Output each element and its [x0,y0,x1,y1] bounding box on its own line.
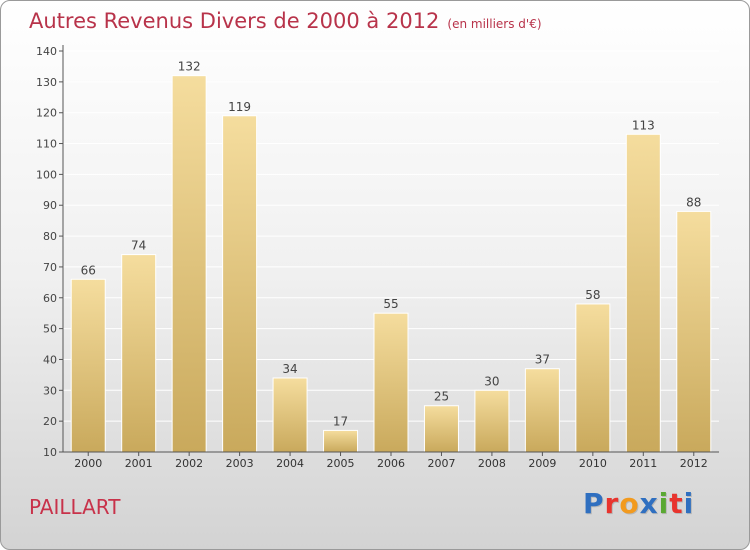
y-tick-label: 110 [36,138,57,151]
x-tick-label: 2012 [680,457,708,470]
logo-letter: t [669,487,684,520]
bar [676,210,712,453]
x-axis-ticks: 2000 2001 2002 2003 2004 2005 2006 2007 2008 2009… [74,452,708,470]
y-tick-label: 120 [36,107,57,120]
y-tick-label: 90 [43,199,57,212]
y-tick-label: 20 [43,415,57,428]
data-label: 55 [383,297,398,311]
x-tick-label: 2003 [226,457,254,470]
y-tick-label: 100 [36,168,57,181]
x-tick-label: 2011 [629,457,657,470]
y-tick-label: 10 [43,446,57,459]
y-tick-label: 60 [43,292,57,305]
logo-letter: x [639,487,659,520]
data-label: 88 [686,195,701,209]
data-label: 37 [535,353,550,367]
bar [423,405,459,453]
data-label: 58 [585,288,600,302]
data-label: 17 [333,414,348,428]
proxiti-logo: Proxiti [583,487,694,520]
location-label: PAILLART [29,495,121,519]
bar [323,429,359,453]
logo-letter: o [619,487,640,520]
data-label: 74 [131,239,146,253]
data-labels: 66 74 132 119 34 17 55 25 30 37 58 113 88 [81,60,702,429]
bar [222,115,258,453]
data-label: 66 [81,263,96,277]
bars [70,75,712,453]
bar [121,254,157,453]
x-tick-label: 2006 [377,457,405,470]
chart-subtitle: (en milliers d'€) [447,17,542,31]
data-label: 132 [178,60,201,74]
chart-title-text: Autres Revenus Divers de 2000 à 2012 [29,9,440,33]
axes [62,45,719,453]
chart-title: Autres Revenus Divers de 2000 à 2012 (en … [29,9,542,33]
bar [70,278,106,453]
x-tick-label: 2009 [528,457,556,470]
data-label: 113 [632,118,655,132]
x-tick-label: 2007 [427,457,455,470]
y-tick-label: 70 [43,261,57,274]
y-tick-label: 30 [43,384,57,397]
logo-letter: P [583,487,605,520]
bar [171,75,207,453]
x-tick-label: 2002 [175,457,203,470]
bar [524,368,560,453]
data-label: 119 [228,100,251,114]
x-tick-label: 2008 [478,457,506,470]
logo-letter: r [604,487,620,520]
x-tick-label: 2010 [579,457,607,470]
logo-letter: i [658,487,670,520]
y-axis-ticks: 10 20 30 40 50 60 70 80 90 100 110 120 130 140 [36,45,63,459]
x-tick-label: 2004 [276,457,304,470]
data-label: 30 [484,374,499,388]
data-label: 25 [434,390,449,404]
y-tick-label: 130 [36,76,57,89]
bar [373,312,409,453]
y-tick-label: 50 [43,323,57,336]
x-tick-label: 2001 [125,457,153,470]
bar [575,303,611,453]
logo-letter: i [683,487,695,520]
x-tick-label: 2005 [327,457,355,470]
bar [474,389,510,453]
x-tick-label: 2000 [74,457,102,470]
bar [272,377,308,453]
bar [625,133,661,453]
y-tick-label: 80 [43,230,57,243]
data-label: 34 [282,362,297,376]
y-tick-label: 140 [36,45,57,58]
y-tick-label: 40 [43,353,57,366]
